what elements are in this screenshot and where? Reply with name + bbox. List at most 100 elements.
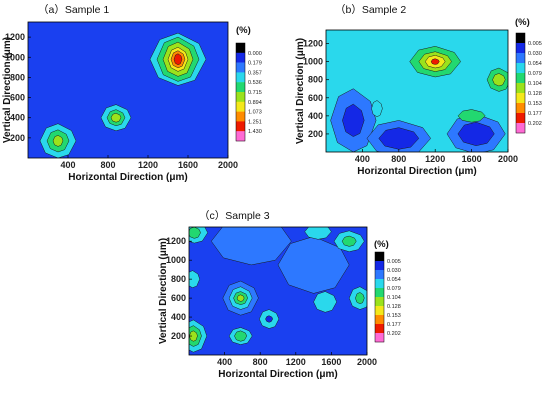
y-tick-label: 1000 xyxy=(166,255,186,265)
colorbar-label: 0.030 xyxy=(387,268,401,274)
contour-level-1-0 xyxy=(277,236,350,294)
colorbar-swatch xyxy=(375,315,384,325)
colorbar-swatch xyxy=(236,72,245,83)
colorbar-swatch xyxy=(516,73,525,84)
colorbar-label: 1.251 xyxy=(248,119,262,125)
contour-level-3-3 xyxy=(430,58,440,65)
colorbar-label: 0.054 xyxy=(528,61,542,67)
colorbar-swatch xyxy=(516,33,525,44)
y-tick-label: 1200 xyxy=(166,236,186,246)
contour-level-5-0 xyxy=(457,109,486,123)
colorbar-swatch xyxy=(236,92,245,102)
colorbar-label: 0.030 xyxy=(528,51,542,57)
panel-title: （b）Sample 2 xyxy=(335,4,406,16)
colorbar-label: 0.177 xyxy=(528,111,542,117)
contour-level-0-1 xyxy=(342,103,365,137)
colorbar-label: 0.177 xyxy=(387,322,401,328)
colorbar-label: 0.179 xyxy=(248,61,262,67)
colorbar-swatch xyxy=(375,333,384,343)
colorbar-swatch xyxy=(516,53,525,64)
x-axis-label: Horizontal Direction (μm) xyxy=(357,166,476,177)
colorbar-label: 0.054 xyxy=(387,277,401,283)
panel-p3: 400 800 1200 1600 2000 200 400 600 800 1000 1200 Ho… xyxy=(158,210,401,380)
y-tick-label: 400 xyxy=(10,113,25,123)
colorbar-swatch xyxy=(516,43,525,54)
x-tick-label: 1600 xyxy=(462,154,482,164)
x-tick-label: 1200 xyxy=(286,357,306,367)
contour-level-3-0 xyxy=(304,227,332,240)
colorbar-label: 0.128 xyxy=(387,304,401,310)
x-tick-label: 800 xyxy=(391,154,406,164)
plot-frame xyxy=(188,226,368,356)
contour-level-0-5 xyxy=(173,53,183,66)
y-tick-label: 1200 xyxy=(5,32,25,42)
colorbar-swatch xyxy=(375,279,384,289)
colorbar-swatch xyxy=(516,83,525,94)
contour-level-9-0 xyxy=(313,291,337,313)
plot-frame xyxy=(325,29,509,153)
plot-frame xyxy=(27,21,229,159)
x-tick-label: 2000 xyxy=(357,357,377,367)
y-tick-label: 600 xyxy=(308,93,323,103)
colorbar: 0.005 0.030 0.054 0.079 0.104 0.128 0.153 0.177… xyxy=(374,239,401,343)
colorbar-swatch xyxy=(236,101,245,112)
colorbar-swatch xyxy=(236,52,245,63)
x-tick-label: 400 xyxy=(60,160,75,170)
colorbar-label: 0.104 xyxy=(387,295,401,301)
colorbar-unit: (%) xyxy=(515,17,530,28)
contour-map xyxy=(28,22,228,158)
colorbar-frame xyxy=(235,42,246,142)
panel-title: （c）Sample 3 xyxy=(199,210,270,222)
colorbar-swatch xyxy=(236,82,245,93)
colorbar-label: 0.202 xyxy=(528,121,542,127)
y-tick-label: 600 xyxy=(171,293,186,303)
x-axis-label: Horizontal Direction (μm) xyxy=(218,369,337,380)
panel-p1: 400 800 1200 1600 2000 200 400 600 800 1000 1200 Ho… xyxy=(2,4,262,183)
colorbar-label: 0.715 xyxy=(248,90,262,96)
colorbar-swatch xyxy=(375,297,384,307)
y-tick-label: 200 xyxy=(308,129,323,139)
y-tick-label: 800 xyxy=(171,274,186,284)
colorbar-unit: (%) xyxy=(374,239,389,250)
x-tick-label: 1600 xyxy=(178,160,198,170)
colorbar-swatch xyxy=(236,62,245,73)
x-tick-label: 800 xyxy=(100,160,115,170)
colorbar-swatch xyxy=(375,261,384,271)
y-tick-label: 200 xyxy=(10,133,25,143)
y-tick-label: 800 xyxy=(10,72,25,82)
x-tick-label: 2000 xyxy=(498,154,518,164)
y-tick-label: 1000 xyxy=(5,52,25,62)
x-tick-label: 1600 xyxy=(321,357,341,367)
x-tick-label: 800 xyxy=(253,357,268,367)
y-tick-label: 1200 xyxy=(303,39,323,49)
colorbar-swatch xyxy=(516,93,525,104)
x-tick-label: 400 xyxy=(217,357,232,367)
colorbar-swatch xyxy=(236,111,245,122)
x-tick-label: 1200 xyxy=(138,160,158,170)
colorbar-label: 0.104 xyxy=(528,81,542,87)
contour-map xyxy=(189,227,367,355)
colorbar-swatch xyxy=(516,103,525,114)
contour-level-4-1 xyxy=(492,73,506,87)
colorbar-label: 0.128 xyxy=(528,91,542,97)
colorbar: 0.000 0.179 0.357 0.536 0.715 0.894 1.073 1.251… xyxy=(235,25,262,142)
colorbar-frame xyxy=(515,32,526,134)
colorbar-label: 0.153 xyxy=(528,101,542,107)
y-tick-label: 600 xyxy=(10,93,25,103)
colorbar-label: 0.202 xyxy=(387,331,401,337)
y-tick-label: 1000 xyxy=(303,57,323,67)
y-axis-label: Vertical Direction (μm) xyxy=(158,238,169,344)
colorbar-label: 0.536 xyxy=(248,80,262,86)
colorbar-swatch xyxy=(375,306,384,316)
colorbar-label: 0.005 xyxy=(387,259,401,265)
colorbar-label: 1.430 xyxy=(248,129,262,135)
colorbar-swatch xyxy=(516,113,525,124)
contour-level-11-0 xyxy=(189,270,200,288)
contour-level-2-1 xyxy=(341,235,357,247)
contour-map xyxy=(326,30,508,152)
colorbar-swatch xyxy=(375,270,384,280)
y-tick-label: 800 xyxy=(308,75,323,85)
y-axis-label: Vertical Direction (μm) xyxy=(295,38,306,144)
colorbar-swatch xyxy=(516,63,525,74)
contour-level-1-2 xyxy=(110,112,122,123)
